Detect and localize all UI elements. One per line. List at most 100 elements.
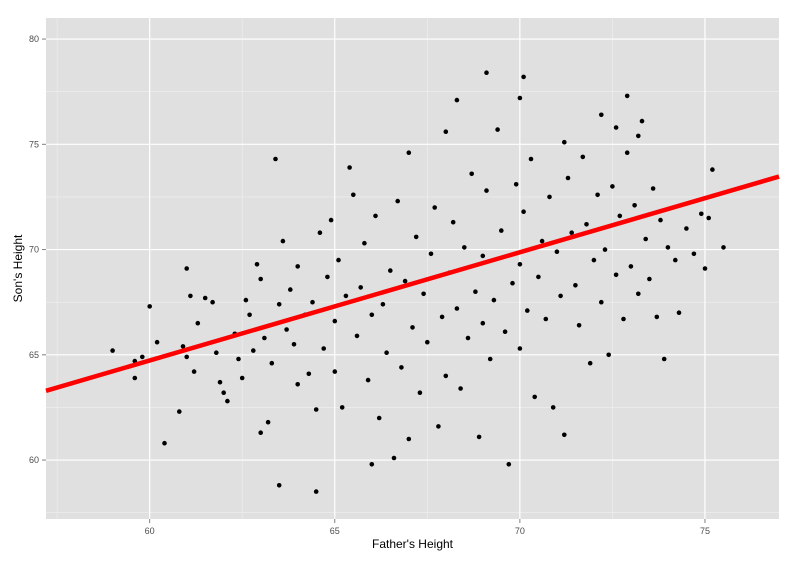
data-point bbox=[454, 97, 460, 103]
data-point bbox=[654, 314, 660, 320]
data-point bbox=[217, 379, 223, 385]
data-point bbox=[547, 194, 552, 200]
data-point bbox=[562, 432, 567, 438]
data-point bbox=[450, 219, 456, 225]
data-point bbox=[399, 365, 404, 370]
data-points bbox=[110, 70, 726, 494]
data-point bbox=[243, 297, 249, 303]
data-point bbox=[502, 329, 508, 335]
data-point bbox=[569, 230, 574, 235]
data-point bbox=[354, 333, 360, 339]
data-point bbox=[417, 390, 423, 396]
y-tick-label: 75 bbox=[29, 139, 39, 149]
data-point bbox=[258, 430, 264, 436]
data-point bbox=[402, 278, 408, 284]
data-point bbox=[532, 394, 537, 400]
data-point bbox=[613, 272, 619, 278]
data-point bbox=[239, 375, 245, 381]
data-point bbox=[254, 262, 260, 267]
data-point bbox=[306, 371, 312, 377]
data-point bbox=[536, 274, 541, 280]
minor-gridlines bbox=[46, 18, 779, 519]
data-point bbox=[521, 209, 526, 214]
data-point bbox=[673, 257, 678, 263]
plot-background bbox=[46, 18, 779, 519]
data-point bbox=[376, 415, 382, 421]
data-point bbox=[539, 238, 545, 244]
data-point bbox=[184, 354, 189, 360]
y-tick-label: 70 bbox=[29, 245, 39, 255]
data-point bbox=[362, 240, 367, 246]
x-tick-label: 60 bbox=[145, 526, 155, 536]
data-point bbox=[284, 327, 289, 332]
data-point bbox=[606, 352, 611, 358]
data-point bbox=[487, 356, 493, 362]
data-point bbox=[428, 251, 434, 257]
x-tick-label: 70 bbox=[515, 526, 525, 536]
data-point bbox=[658, 217, 663, 223]
data-point bbox=[613, 125, 619, 130]
data-point bbox=[602, 247, 608, 252]
data-point bbox=[436, 424, 441, 429]
regression-line bbox=[45, 174, 780, 393]
data-point bbox=[380, 302, 386, 307]
data-point bbox=[710, 167, 715, 172]
x-axis-ticks: 60 65 70 75 bbox=[145, 519, 710, 536]
data-point bbox=[721, 245, 726, 250]
data-point bbox=[210, 299, 215, 305]
data-point bbox=[384, 350, 389, 356]
data-point bbox=[480, 253, 486, 259]
data-point bbox=[599, 299, 604, 305]
data-point bbox=[624, 150, 630, 155]
data-point bbox=[517, 346, 523, 351]
data-point bbox=[558, 293, 563, 299]
data-point bbox=[462, 245, 467, 250]
data-point bbox=[191, 369, 197, 374]
data-point bbox=[132, 375, 138, 381]
data-point bbox=[180, 344, 186, 349]
data-point bbox=[517, 95, 523, 101]
x-tick-label: 65 bbox=[330, 526, 340, 536]
y-tick-label: 60 bbox=[29, 455, 39, 465]
data-point bbox=[473, 289, 478, 295]
data-point bbox=[624, 93, 630, 99]
data-point bbox=[406, 150, 412, 155]
data-point bbox=[517, 262, 523, 267]
data-point bbox=[425, 339, 430, 345]
data-point bbox=[484, 188, 489, 193]
data-point bbox=[391, 455, 397, 461]
data-point bbox=[369, 312, 375, 318]
data-point bbox=[258, 276, 264, 282]
data-point bbox=[313, 489, 319, 494]
data-point bbox=[576, 323, 582, 328]
data-point bbox=[262, 335, 267, 341]
data-point bbox=[406, 436, 412, 442]
data-point bbox=[273, 156, 278, 162]
data-point bbox=[617, 213, 623, 219]
data-point bbox=[432, 205, 438, 210]
data-point bbox=[476, 434, 482, 440]
data-point bbox=[343, 293, 349, 299]
data-point bbox=[369, 462, 375, 467]
data-point bbox=[661, 356, 667, 362]
data-point bbox=[439, 314, 445, 320]
data-point bbox=[491, 297, 497, 303]
data-point bbox=[188, 293, 193, 299]
data-point bbox=[110, 348, 115, 353]
data-point bbox=[628, 264, 634, 269]
data-point bbox=[251, 348, 256, 353]
data-point bbox=[295, 382, 301, 387]
data-point bbox=[247, 312, 252, 318]
data-point bbox=[313, 407, 319, 412]
data-point bbox=[599, 112, 604, 118]
data-point bbox=[332, 369, 338, 374]
data-point bbox=[265, 419, 271, 425]
data-point bbox=[351, 192, 356, 198]
data-point bbox=[339, 405, 345, 410]
data-point bbox=[525, 308, 530, 313]
data-point bbox=[280, 238, 286, 244]
x-axis-title: Father's Height bbox=[372, 537, 454, 551]
data-point bbox=[310, 299, 315, 305]
data-point bbox=[595, 192, 600, 198]
y-tick-label: 80 bbox=[29, 34, 39, 44]
